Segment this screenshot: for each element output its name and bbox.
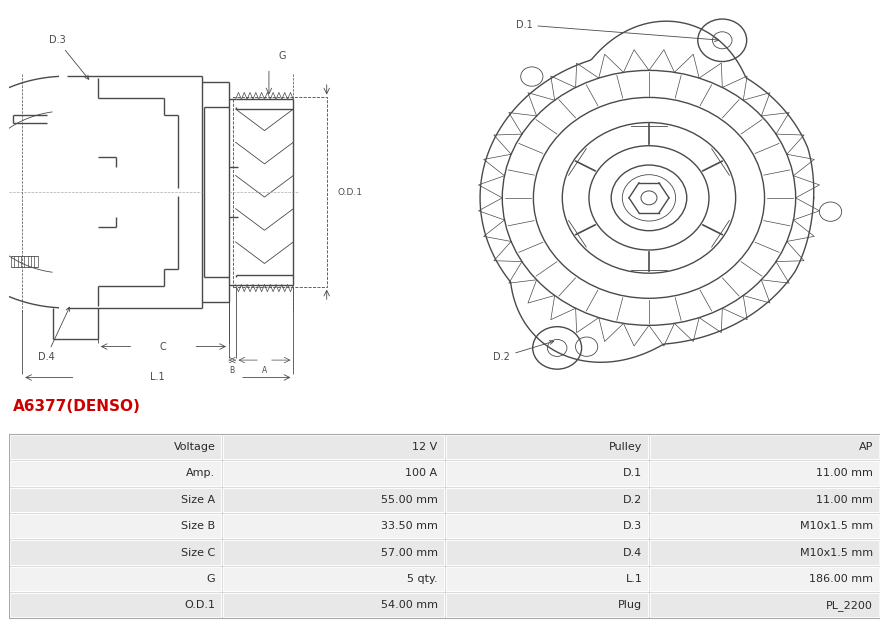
Bar [222, 513, 444, 540]
Text: G: G [278, 50, 286, 61]
Bar [649, 566, 880, 592]
Bar [649, 513, 880, 540]
Bar [649, 592, 880, 619]
Bar [222, 592, 444, 619]
Bar [9, 566, 222, 592]
Text: D.1: D.1 [516, 20, 718, 42]
Text: M10x1.5 mm: M10x1.5 mm [800, 548, 873, 558]
Text: D.2: D.2 [493, 341, 554, 362]
Text: 5 qty.: 5 qty. [407, 574, 437, 584]
Text: 57.00 mm: 57.00 mm [380, 548, 437, 558]
Text: PL_2200: PL_2200 [826, 600, 873, 611]
Text: Voltage: Voltage [173, 442, 215, 452]
Bar [649, 540, 880, 566]
Bar [222, 434, 444, 460]
Text: Pulley: Pulley [609, 442, 642, 452]
Text: A: A [262, 366, 267, 375]
Bar [444, 566, 649, 592]
Bar [9, 487, 222, 513]
Bar [9, 460, 222, 487]
Text: B: B [229, 366, 235, 375]
Text: D.2: D.2 [623, 495, 642, 505]
Text: G: G [207, 574, 215, 584]
Bar [649, 487, 880, 513]
Bar [444, 434, 649, 460]
Bar [9, 434, 222, 460]
Text: L.1: L.1 [625, 574, 642, 584]
Text: Size C: Size C [181, 548, 215, 558]
Bar [649, 434, 880, 460]
Text: D.1: D.1 [623, 468, 642, 478]
Text: Size B: Size B [181, 521, 215, 531]
Text: O.D.1: O.D.1 [338, 188, 363, 197]
Text: A6377(DENSO): A6377(DENSO) [13, 399, 141, 414]
Text: D.4: D.4 [37, 307, 69, 362]
Text: D.4: D.4 [623, 548, 642, 558]
Text: D.3: D.3 [49, 36, 89, 79]
Bar [649, 460, 880, 487]
Text: 54.00 mm: 54.00 mm [380, 600, 437, 610]
Bar [222, 566, 444, 592]
Text: 11.00 mm: 11.00 mm [816, 468, 873, 478]
Text: C: C [160, 341, 167, 351]
Text: AP: AP [859, 442, 873, 452]
Bar [444, 540, 649, 566]
Text: Size A: Size A [181, 495, 215, 505]
Text: 55.00 mm: 55.00 mm [380, 495, 437, 505]
Text: 12 V: 12 V [412, 442, 437, 452]
Text: D.3: D.3 [623, 521, 642, 531]
Text: Plug: Plug [618, 600, 642, 610]
Text: 11.00 mm: 11.00 mm [816, 495, 873, 505]
Bar [444, 513, 649, 540]
Bar [444, 592, 649, 619]
Text: 100 A: 100 A [405, 468, 437, 478]
Text: L.1: L.1 [150, 373, 165, 383]
Bar [9, 540, 222, 566]
Bar [222, 487, 444, 513]
Text: O.D.1: O.D.1 [184, 600, 215, 610]
Bar [222, 460, 444, 487]
Text: 186.00 mm: 186.00 mm [809, 574, 873, 584]
Bar [222, 540, 444, 566]
Text: Amp.: Amp. [186, 468, 215, 478]
Bar [9, 513, 222, 540]
Bar [444, 487, 649, 513]
Text: M10x1.5 mm: M10x1.5 mm [800, 521, 873, 531]
Text: 33.50 mm: 33.50 mm [380, 521, 437, 531]
Bar [444, 460, 649, 487]
Bar [9, 592, 222, 619]
